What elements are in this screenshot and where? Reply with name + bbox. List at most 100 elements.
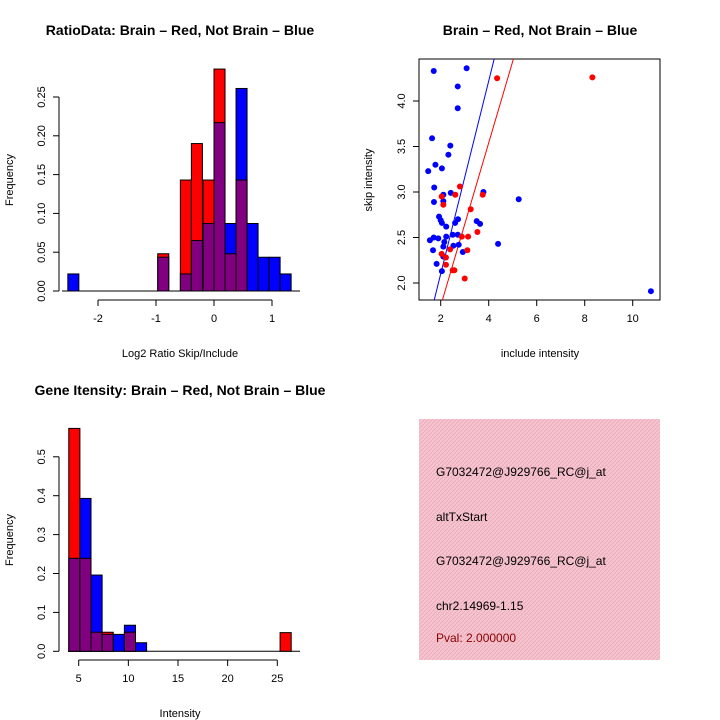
x-tick-label: 25 — [271, 673, 283, 685]
blue-point — [449, 231, 456, 238]
y-tick-label: 0.1 — [36, 605, 48, 620]
blue-point — [454, 216, 461, 223]
red-point — [589, 74, 596, 81]
x-tick-label: 4 — [486, 313, 492, 325]
x-tick-label: 8 — [582, 313, 588, 325]
y-tick-label: 2.5 — [396, 230, 408, 245]
blue-point — [426, 237, 433, 244]
x-tick-label: 1 — [269, 313, 275, 325]
blue-point — [435, 235, 442, 242]
blue-point — [441, 239, 448, 246]
y-tick-label: 0.3 — [36, 527, 48, 542]
blue-point — [463, 65, 470, 72]
event-type: altTxStart — [436, 510, 488, 524]
blue-point — [445, 151, 452, 158]
bar-overlap — [190, 240, 203, 292]
blue-point — [438, 165, 445, 172]
bar-overlap — [90, 631, 103, 652]
blue-point — [443, 233, 450, 240]
bar-overlap — [235, 179, 248, 292]
bar-overlap — [224, 253, 237, 292]
y-tick-label: 0.05 — [36, 241, 48, 262]
chart-title: RatioData: Brain – Red, Not Brain – Blue — [46, 22, 315, 38]
y-axis-label: skip intensity — [363, 148, 375, 211]
blue-point — [430, 67, 437, 74]
plot-box — [418, 58, 661, 301]
bar-blue — [112, 633, 125, 652]
y-tick-label: 0.25 — [36, 86, 48, 107]
red-point — [442, 261, 449, 268]
bar-blue — [134, 642, 148, 652]
red-point — [456, 183, 463, 190]
x-tick-label: 5 — [76, 673, 82, 685]
blue-point — [447, 142, 454, 149]
chart-title: Gene Itensity: Brain – Red, Not Brain – … — [35, 382, 326, 398]
blue-point — [459, 249, 466, 256]
red-point — [447, 246, 454, 253]
x-axis-label: Intensity — [160, 708, 201, 720]
blue-point — [515, 196, 522, 203]
y-tick-label: 0.5 — [36, 449, 48, 464]
pval: Pval: 2.000000 — [436, 631, 516, 645]
blue-point — [447, 189, 454, 196]
blue-point — [425, 168, 432, 175]
blue-point — [430, 247, 437, 254]
y-axis-label: Frequency — [4, 514, 16, 566]
blue-point — [495, 240, 502, 247]
y-tick-label: 0.15 — [36, 164, 48, 185]
x-axis-label: Log2 Ratio Skip/Include — [122, 348, 238, 360]
bar-overlap — [79, 557, 92, 652]
bar-overlap — [157, 256, 170, 292]
x-tick-label: 2 — [438, 313, 444, 325]
bar-blue — [246, 222, 259, 292]
info-panel-background — [419, 419, 660, 660]
y-tick-label: 0.0 — [36, 644, 48, 659]
blue-point — [647, 288, 654, 295]
red-point — [465, 233, 472, 240]
blue-point — [431, 184, 438, 191]
y-tick-label: 0.00 — [36, 280, 48, 301]
bar-blue — [279, 273, 292, 292]
bar-overlap — [179, 273, 192, 292]
red-point — [438, 193, 445, 200]
blue-point — [454, 105, 461, 112]
chart-title: Brain – Red, Not Brain – Blue — [443, 22, 638, 38]
red-point — [442, 254, 449, 261]
red-point — [467, 206, 474, 213]
y-tick-label: 0.10 — [36, 203, 48, 224]
intensity-histogram-panel: Gene Itensity: Brain – Red, Not Brain – … — [4, 382, 326, 720]
probe-id: G7032472@J929766_RC@j_at — [436, 465, 606, 479]
blue-point — [438, 268, 445, 275]
bar-overlap — [68, 557, 81, 652]
scatter-panel: Brain – Red, Not Brain – Blue include in… — [363, 22, 661, 360]
x-tick-label: 20 — [222, 673, 234, 685]
blue-fit-line — [433, 59, 495, 300]
y-tick-label: 0.2 — [36, 566, 48, 581]
red-point — [479, 191, 486, 198]
location: chr2.14969-1.15 — [436, 599, 524, 613]
x-tick-label: -2 — [93, 313, 103, 325]
y-tick-label: 0.4 — [36, 488, 48, 503]
blue-point — [438, 219, 445, 226]
blue-point — [429, 135, 436, 142]
bar-overlap — [123, 631, 136, 652]
blue-point — [477, 220, 484, 227]
blue-point — [455, 241, 462, 248]
red-point — [452, 191, 459, 198]
x-tick-label: 15 — [172, 673, 184, 685]
blue-point — [443, 223, 450, 230]
y-tick-label: 3.0 — [396, 184, 408, 199]
blue-point — [454, 83, 461, 90]
probe-id-2: G7032472@J929766_RC@j_at — [436, 554, 606, 568]
x-tick-label: 10 — [627, 313, 639, 325]
red-point — [461, 275, 468, 282]
x-tick-label: 6 — [534, 313, 540, 325]
blue-point — [433, 260, 440, 267]
x-tick-label: -1 — [151, 313, 161, 325]
x-tick-label: 0 — [211, 313, 217, 325]
blue-point — [430, 199, 437, 206]
red-point — [451, 267, 458, 274]
bar-overlap — [213, 122, 226, 292]
y-axis-label: Frequency — [4, 154, 16, 206]
y-tick-label: 0.20 — [36, 125, 48, 146]
